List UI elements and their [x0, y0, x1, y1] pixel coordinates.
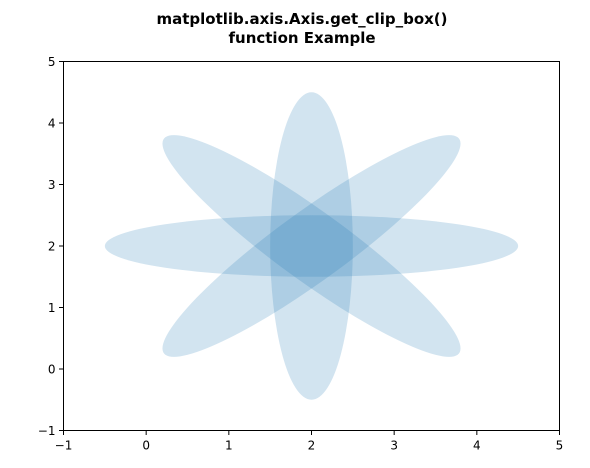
y-tick-label: 2	[48, 240, 56, 254]
y-tick-label: −1	[38, 424, 56, 438]
y-tick-label: 4	[48, 117, 56, 131]
ellipse-patch-4	[162, 135, 461, 357]
ellipse-patch-1	[104, 215, 519, 277]
x-tick-label: 2	[308, 439, 316, 453]
x-tick-label: 5	[556, 439, 564, 453]
x-tick-label: 4	[473, 439, 481, 453]
y-tick-label: 0	[48, 363, 56, 377]
x-tick-label: −1	[55, 439, 73, 453]
y-tick-label: 1	[48, 301, 56, 315]
ellipse-patch-3	[270, 92, 353, 400]
y-tick-label: 3	[48, 178, 56, 192]
chart-title-line-2: function Example	[228, 29, 375, 47]
y-tick-label: 5	[48, 55, 56, 69]
x-tick-label: 1	[225, 439, 233, 453]
chart-title-line-1: matplotlib.axis.Axis.get_clip_box()	[156, 10, 447, 28]
ellipse-layer	[104, 92, 519, 400]
x-axis: −1 0 1 2 3 4 5	[55, 430, 564, 453]
ellipse-patch-2	[162, 135, 461, 357]
x-tick-label: 0	[142, 439, 150, 453]
y-axis: −1 0 1 2 3 4 5	[38, 55, 64, 438]
x-tick-label: 3	[390, 439, 398, 453]
